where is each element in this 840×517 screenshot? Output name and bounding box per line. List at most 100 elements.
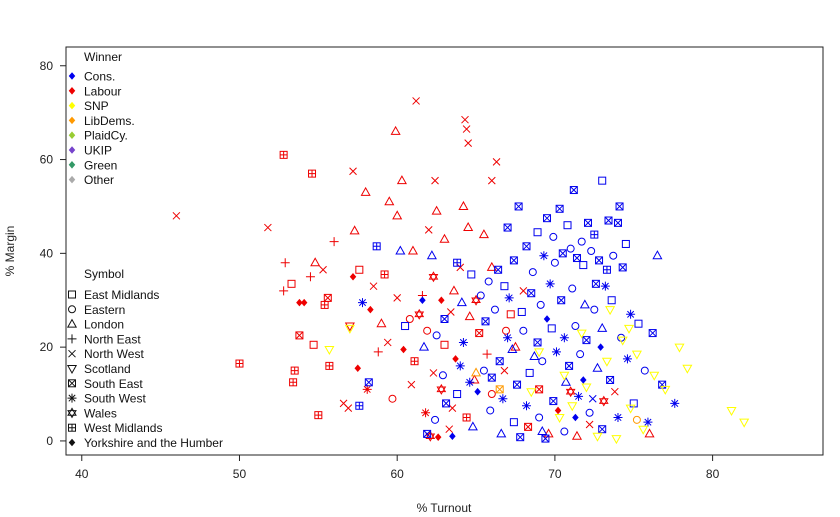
data-point [376,318,387,328]
data-point [467,270,476,279]
data-point [380,270,389,279]
legend-symbol-label: North East [84,332,141,346]
legend-symbol-marker [68,423,76,432]
data-point [490,305,499,314]
y-tick-label: 40 [40,246,54,260]
data-point [482,349,492,359]
data-point [537,426,548,436]
data-point [634,319,643,328]
data-point [462,413,471,422]
data-point [565,386,576,398]
legend-symbol-label: London [84,318,124,332]
data-point [522,401,532,411]
data-point [432,331,441,340]
data-point [551,347,561,357]
data-point [576,350,585,359]
data-point [495,357,504,366]
data-point [462,125,471,133]
data-point [602,265,611,274]
data-point [604,216,613,225]
data-point [295,331,304,340]
data-point [582,336,591,345]
data-point [632,415,641,424]
data-point [423,429,432,438]
y-tick-label: 80 [40,59,54,73]
legend-winner-marker [68,161,76,169]
data-point [592,432,603,442]
data-point [373,347,383,357]
legend-winner-marker [68,87,76,95]
x-tick-label: 40 [75,467,89,481]
data-point [528,268,537,277]
data-point [514,202,523,211]
data-point [464,139,473,147]
data-point [329,237,339,247]
legend-winner-label: Green [84,158,117,172]
legend-winner-marker [68,72,76,80]
data-point [388,394,397,403]
data-point [500,366,509,375]
data-point [496,428,507,438]
data-point [498,394,508,404]
x-tick-label: 50 [233,467,247,481]
data-point [500,282,509,291]
y-tick-label: 60 [40,153,54,167]
data-point [529,350,540,361]
legend-winner-label: Other [84,173,114,187]
data-point [436,383,447,395]
data-point [613,412,623,422]
data-point [410,357,419,366]
legend-winner-marker [68,146,76,154]
data-point [550,258,559,267]
data-point [308,169,317,178]
data-point [626,309,636,319]
data-point [438,296,445,305]
data-point [395,245,406,255]
data-point [442,399,451,408]
legend-winner-marker [68,131,76,139]
data-point [502,326,511,335]
data-point [471,294,481,306]
data-point [324,345,335,356]
data-point [479,366,488,375]
data-point [487,373,496,382]
legend-symbol-label: Eastern [84,303,125,317]
data-point [355,401,364,410]
x-tick-label: 80 [706,467,720,481]
data-point [739,418,750,428]
data-point [487,176,496,185]
data-point [314,411,323,420]
data-point [440,315,449,323]
x-axis: 40 50 60 70 80 [75,454,720,481]
data-point [476,291,485,300]
legend-symbol-label: North West [84,347,144,361]
data-point [424,226,433,234]
data-point [344,404,353,412]
data-point [405,315,414,323]
data-point [401,322,410,331]
data-point [362,384,372,394]
data-point [428,271,439,283]
data-point [576,329,587,339]
data-point [605,306,616,316]
data-point [481,317,490,326]
legend-winner-marker [68,101,76,110]
data-points [172,97,750,445]
data-point [649,371,660,381]
data-point [503,333,513,343]
data-point [579,261,588,270]
data-point [279,150,288,159]
data-point [323,293,332,302]
data-point [172,211,181,220]
data-point [533,228,542,237]
data-point [445,425,454,434]
data-point [538,357,547,366]
legend-winner: Winner Cons.LabourSNPLibDems.PlaidCy.UKI… [68,50,135,187]
legend-symbol-label: East Midlands [84,288,159,302]
data-point [456,263,465,272]
legend-symbol-marker [68,438,76,447]
data-point [309,340,318,349]
data-point [517,307,526,316]
data-point [478,229,489,239]
data-point [516,433,525,442]
